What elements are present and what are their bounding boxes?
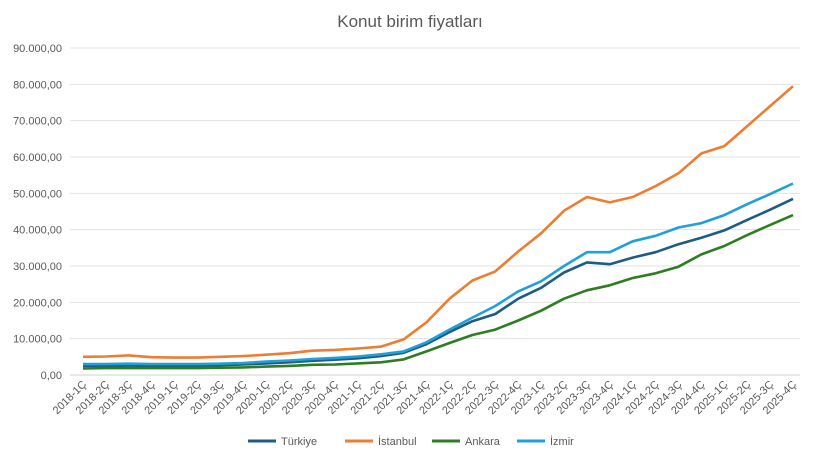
- y-tick-label: 40.000,00: [13, 225, 62, 237]
- y-tick-label: 60.000,00: [13, 152, 62, 164]
- y-tick-label: 70.000,00: [13, 116, 62, 128]
- y-tick-label: 20.000,00: [13, 297, 62, 309]
- y-tick-label: 0,00: [41, 370, 62, 382]
- series-line-1: [82, 85, 794, 359]
- legend-label: İzmir: [550, 435, 574, 448]
- series-line-2: [82, 213, 794, 370]
- y-tick-label: 10.000,00: [13, 334, 62, 346]
- series-line-0: [83, 197, 794, 368]
- y-tick-label: 80.000,00: [13, 79, 62, 91]
- legend-label: İstanbul: [378, 435, 417, 448]
- legend-label: Ankara: [465, 436, 501, 448]
- chart-title: Konut birim fiyatları: [337, 12, 483, 31]
- y-tick-label: 30.000,00: [13, 261, 62, 273]
- legend-label: Türkiye: [281, 436, 317, 448]
- y-tick-label: 50.000,00: [13, 188, 62, 200]
- series-line-3: [83, 182, 794, 366]
- y-tick-label: 90.000,00: [13, 43, 62, 55]
